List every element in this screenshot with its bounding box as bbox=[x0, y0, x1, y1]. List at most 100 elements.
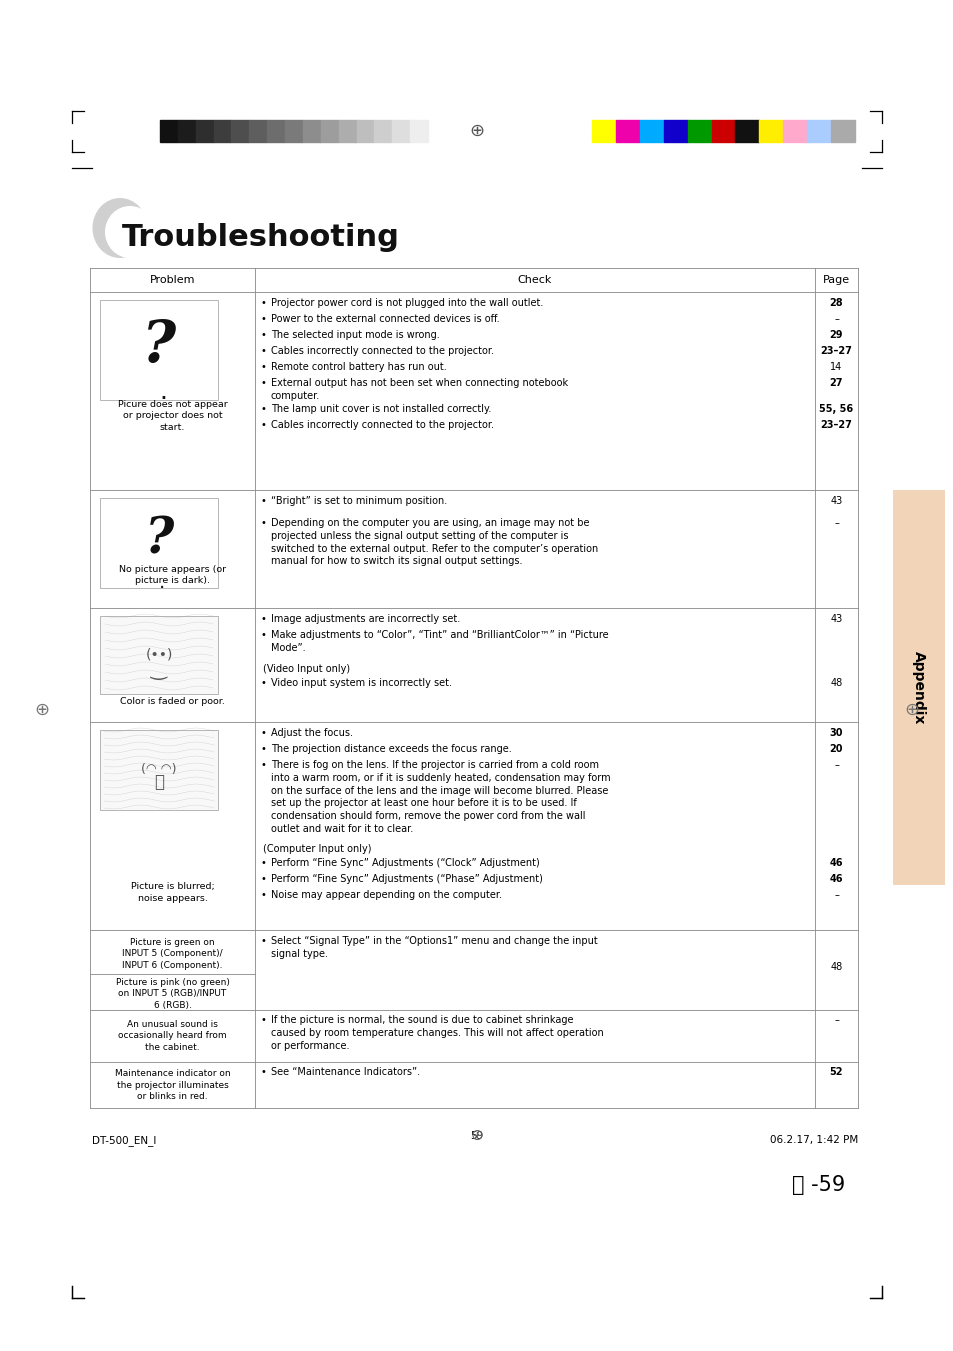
Text: •: • bbox=[261, 630, 267, 640]
Text: See “Maintenance Indicators”.: See “Maintenance Indicators”. bbox=[271, 1067, 419, 1077]
Text: Picture is pink (no green)
on INPUT 5 (RGB)/INPUT
6 (RGB).: Picture is pink (no green) on INPUT 5 (R… bbox=[115, 978, 230, 1011]
Text: 23–27: 23–27 bbox=[820, 346, 852, 357]
Bar bbox=[100, 616, 218, 694]
Bar bbox=[639, 120, 663, 142]
Text: 52: 52 bbox=[829, 1067, 842, 1077]
Text: 55, 56: 55, 56 bbox=[819, 404, 853, 413]
Text: ⊕: ⊕ bbox=[470, 1128, 483, 1143]
Bar bbox=[303, 120, 320, 142]
Bar bbox=[100, 300, 218, 400]
Text: Depending on the computer you are using, an image may not be
projected unless th: Depending on the computer you are using,… bbox=[271, 517, 598, 566]
Bar bbox=[100, 499, 218, 588]
Bar bbox=[806, 120, 830, 142]
Bar bbox=[892, 490, 944, 885]
Bar bbox=[195, 120, 213, 142]
Bar bbox=[213, 120, 232, 142]
Text: 20: 20 bbox=[829, 744, 842, 754]
Text: •: • bbox=[261, 1067, 267, 1077]
Bar bbox=[160, 120, 177, 142]
Text: •: • bbox=[261, 517, 267, 528]
Text: •: • bbox=[261, 378, 267, 388]
Text: •: • bbox=[261, 346, 267, 357]
Text: 46: 46 bbox=[829, 874, 842, 884]
Text: –: – bbox=[833, 517, 838, 528]
Text: ⊕: ⊕ bbox=[34, 701, 50, 719]
Text: Perform “Fine Sync” Adjustments (“Clock” Adjustment): Perform “Fine Sync” Adjustments (“Clock”… bbox=[271, 858, 539, 867]
Bar bbox=[410, 120, 428, 142]
Text: No picture appears (or
picture is dark).: No picture appears (or picture is dark). bbox=[119, 565, 226, 585]
Text: •: • bbox=[261, 613, 267, 624]
Text: .: . bbox=[159, 380, 167, 404]
Text: •: • bbox=[261, 936, 267, 946]
Text: •: • bbox=[261, 420, 267, 430]
Text: .: . bbox=[159, 573, 165, 592]
Bar bbox=[338, 120, 356, 142]
Text: Remote control battery has run out.: Remote control battery has run out. bbox=[271, 362, 446, 372]
Text: Page: Page bbox=[822, 276, 849, 285]
Bar bbox=[830, 120, 854, 142]
Text: –: – bbox=[833, 1015, 838, 1025]
Bar bbox=[177, 120, 195, 142]
Text: The lamp unit cover is not installed correctly.: The lamp unit cover is not installed cor… bbox=[271, 404, 491, 413]
Bar bbox=[100, 730, 218, 811]
Text: ?: ? bbox=[142, 317, 176, 374]
Text: 43: 43 bbox=[829, 496, 841, 507]
Text: (◠ ◠): (◠ ◠) bbox=[141, 763, 176, 777]
Text: Check: Check bbox=[517, 276, 552, 285]
Text: Select “Signal Type” in the “Options1” menu and change the input
signal type.: Select “Signal Type” in the “Options1” m… bbox=[271, 936, 598, 959]
Bar bbox=[782, 120, 806, 142]
Text: The projection distance exceeds the focus range.: The projection distance exceeds the focu… bbox=[271, 744, 511, 754]
Text: 06.2.17, 1:42 PM: 06.2.17, 1:42 PM bbox=[769, 1135, 857, 1146]
Text: •: • bbox=[261, 728, 267, 738]
Text: DT-500_EN_I: DT-500_EN_I bbox=[91, 1135, 156, 1146]
Text: •: • bbox=[261, 761, 267, 770]
Bar bbox=[267, 120, 285, 142]
Text: 27: 27 bbox=[829, 378, 842, 388]
Bar bbox=[759, 120, 782, 142]
Text: 29: 29 bbox=[829, 330, 842, 340]
Text: 48: 48 bbox=[829, 962, 841, 971]
Text: •: • bbox=[261, 404, 267, 413]
Text: Power to the external connected devices is off.: Power to the external connected devices … bbox=[271, 313, 499, 324]
Text: The selected input mode is wrong.: The selected input mode is wrong. bbox=[271, 330, 439, 340]
Text: An unusual sound is
occasionally heard from
the cabinet.: An unusual sound is occasionally heard f… bbox=[118, 1020, 227, 1052]
Text: (Video Input only): (Video Input only) bbox=[263, 663, 350, 674]
Text: Troubleshooting: Troubleshooting bbox=[122, 223, 399, 251]
Bar bbox=[249, 120, 267, 142]
Text: If the picture is normal, the sound is due to cabinet shrinkage
caused by room t: If the picture is normal, the sound is d… bbox=[271, 1015, 603, 1051]
Bar bbox=[374, 120, 392, 142]
Text: •: • bbox=[261, 299, 267, 308]
Text: •: • bbox=[261, 1015, 267, 1025]
Bar bbox=[711, 120, 735, 142]
Text: 28: 28 bbox=[829, 299, 842, 308]
Text: •: • bbox=[261, 744, 267, 754]
Text: Maintenance indicator on
the projector illuminates
or blinks in red.: Maintenance indicator on the projector i… bbox=[114, 1069, 230, 1101]
Bar bbox=[232, 120, 249, 142]
Text: Perform “Fine Sync” Adjustments (“Phase” Adjustment): Perform “Fine Sync” Adjustments (“Phase”… bbox=[271, 874, 542, 884]
Bar bbox=[687, 120, 711, 142]
Text: ⊕: ⊕ bbox=[903, 701, 919, 719]
Text: Cables incorrectly connected to the projector.: Cables incorrectly connected to the proj… bbox=[271, 346, 494, 357]
Text: •: • bbox=[261, 874, 267, 884]
Text: ⓔ -59: ⓔ -59 bbox=[791, 1175, 844, 1196]
Text: Cables incorrectly connected to the projector.: Cables incorrectly connected to the proj… bbox=[271, 420, 494, 430]
Text: Adjust the focus.: Adjust the focus. bbox=[271, 728, 353, 738]
Ellipse shape bbox=[105, 205, 154, 258]
Bar bbox=[285, 120, 303, 142]
Text: (Computer Input only): (Computer Input only) bbox=[263, 844, 371, 854]
Bar bbox=[735, 120, 759, 142]
Text: –: – bbox=[833, 313, 838, 324]
Bar bbox=[392, 120, 410, 142]
Text: Picure does not appear
or projector does not
start.: Picure does not appear or projector does… bbox=[117, 400, 227, 432]
Bar bbox=[616, 120, 639, 142]
Text: Noise may appear depending on the computer.: Noise may appear depending on the comput… bbox=[271, 890, 501, 900]
Text: “Bright” is set to minimum position.: “Bright” is set to minimum position. bbox=[271, 496, 447, 507]
Text: Projector power cord is not plugged into the wall outlet.: Projector power cord is not plugged into… bbox=[271, 299, 543, 308]
Ellipse shape bbox=[92, 199, 148, 258]
Text: ⌣: ⌣ bbox=[153, 773, 164, 790]
Bar bbox=[356, 120, 374, 142]
Text: 59: 59 bbox=[470, 1131, 483, 1142]
Text: •: • bbox=[261, 313, 267, 324]
Text: Problem: Problem bbox=[150, 276, 195, 285]
Text: Image adjustments are incorrectly set.: Image adjustments are incorrectly set. bbox=[271, 613, 459, 624]
